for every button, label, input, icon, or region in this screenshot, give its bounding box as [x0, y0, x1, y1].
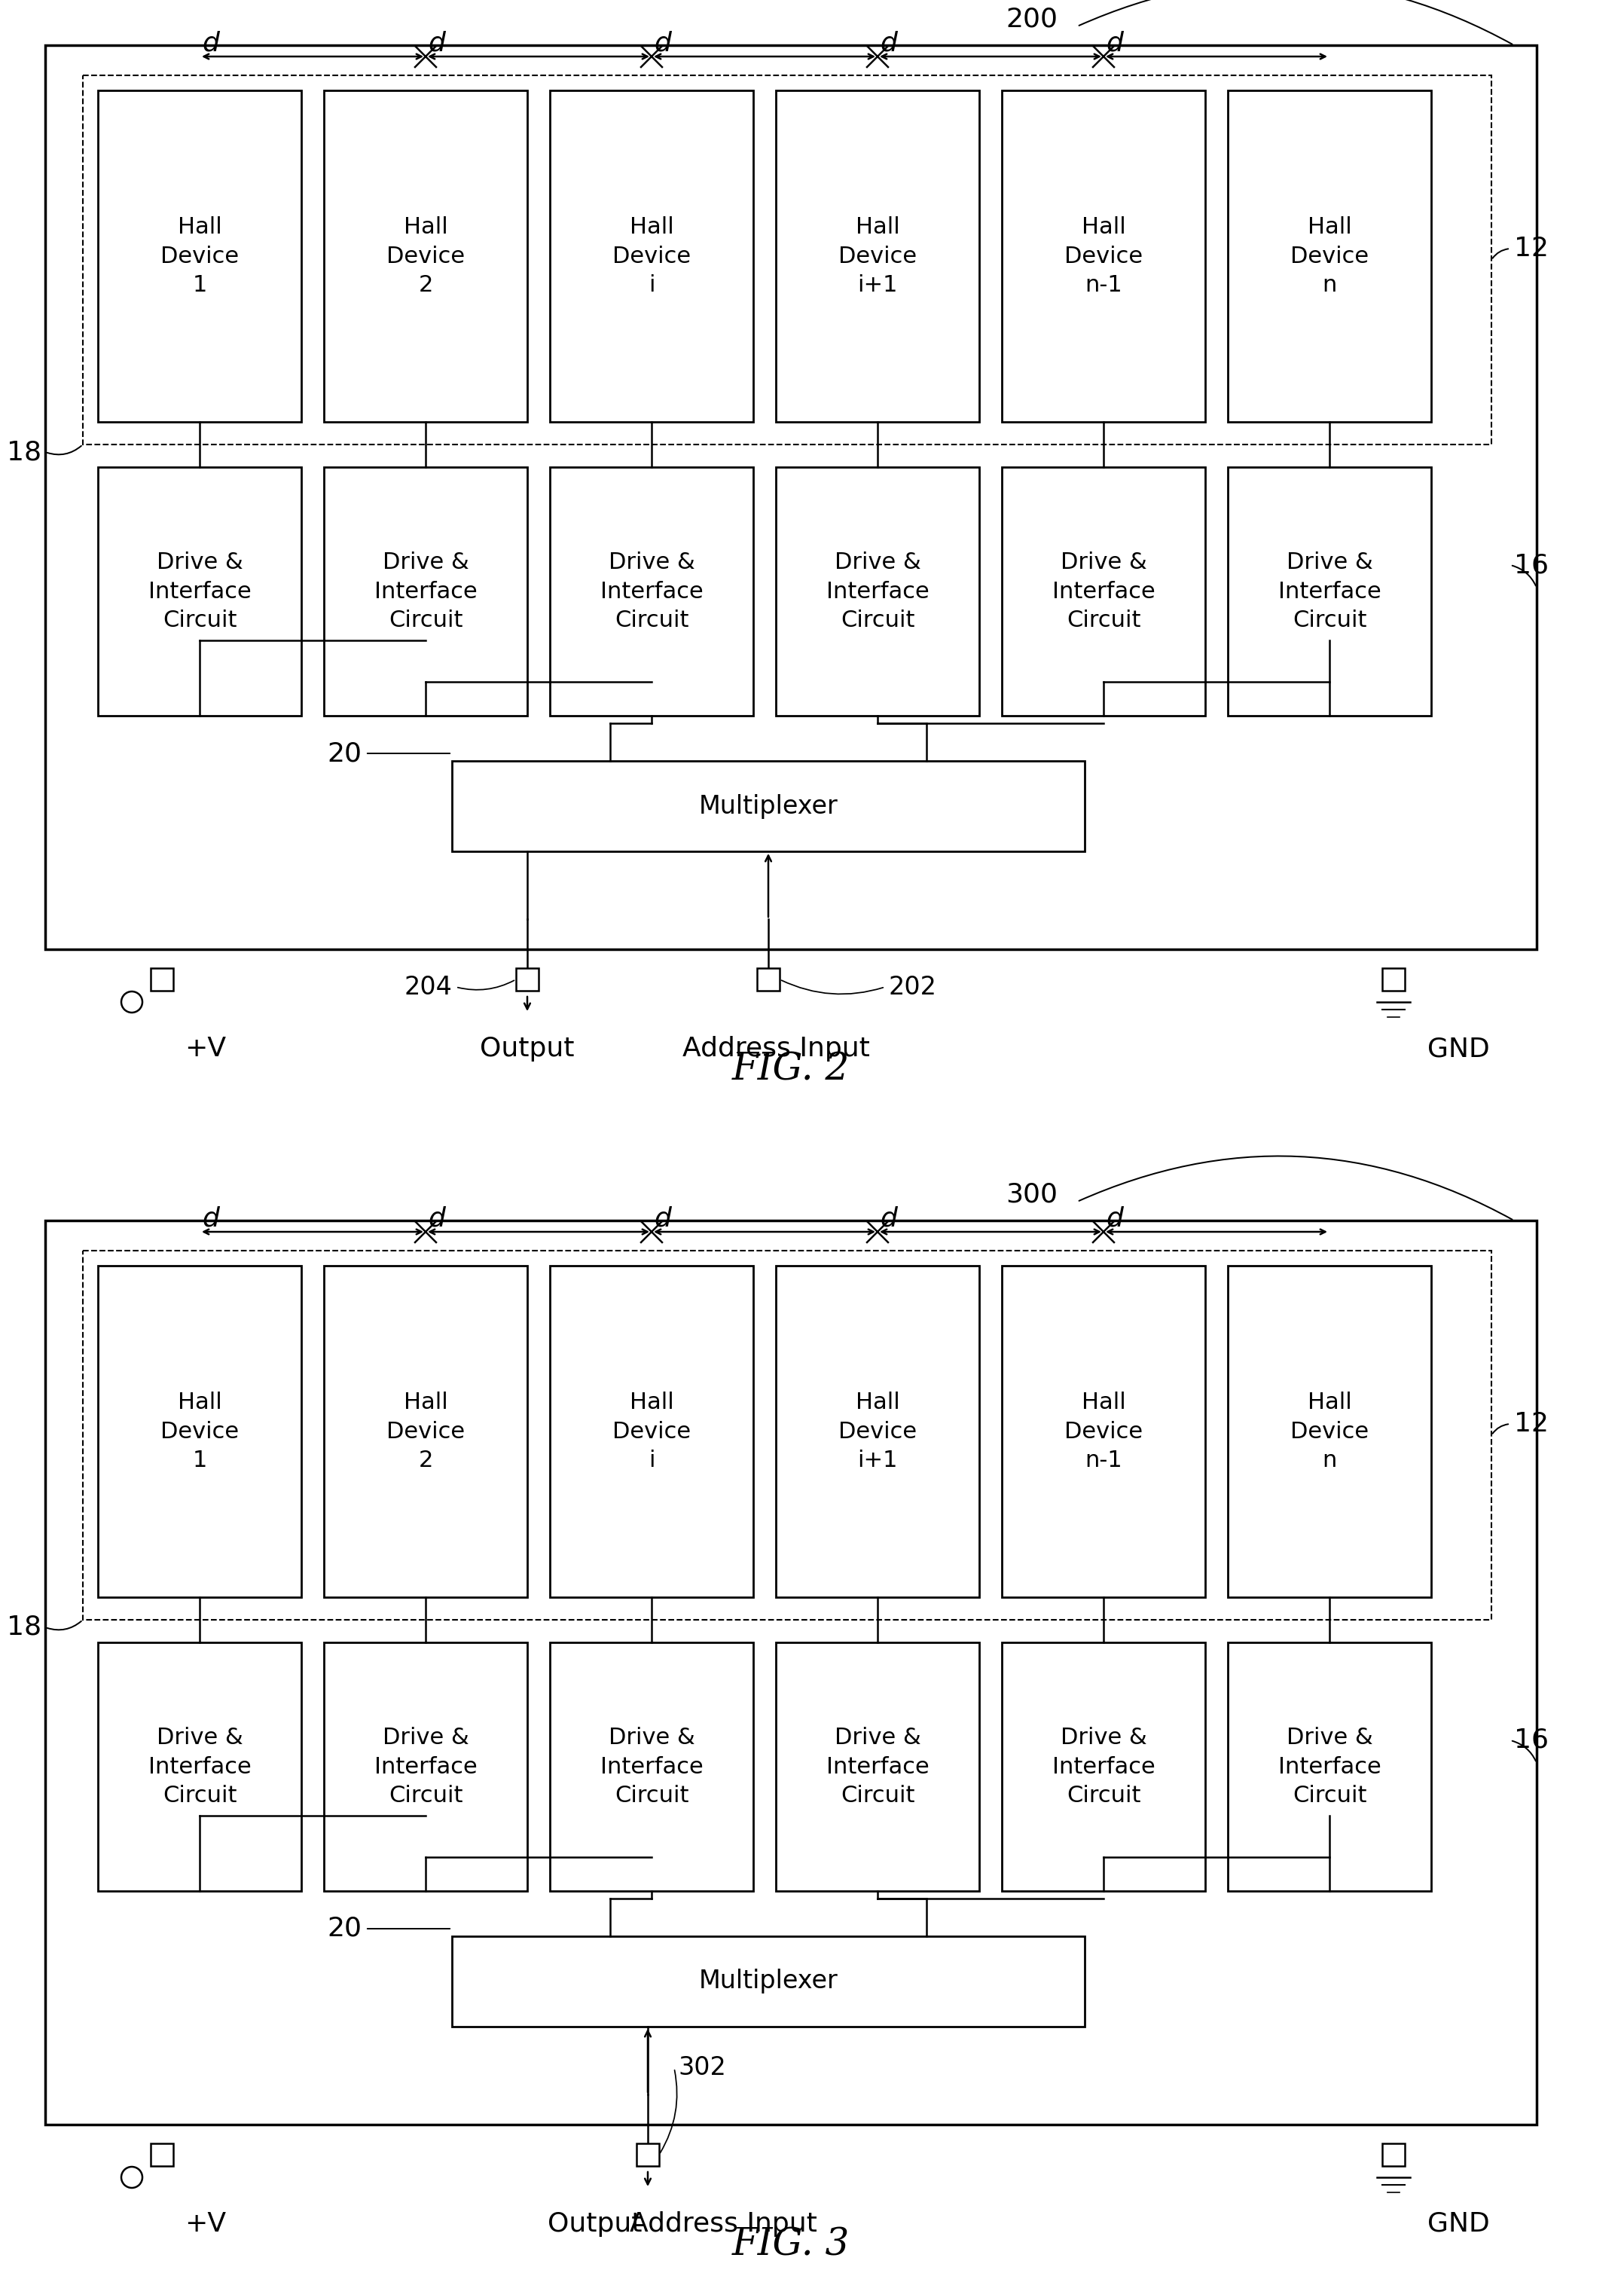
- Text: Drive &
Interface
Circuit: Drive & Interface Circuit: [374, 552, 477, 632]
- Text: 200: 200: [1005, 7, 1057, 32]
- Text: Multiplexer: Multiplexer: [698, 1968, 838, 1993]
- Text: Drive &
Interface
Circuit: Drive & Interface Circuit: [1278, 552, 1380, 632]
- Bar: [451, 1937, 1085, 2028]
- Bar: [323, 91, 528, 423]
- Bar: [97, 1266, 302, 1598]
- Text: +V: +V: [185, 2212, 226, 2237]
- Text: 302: 302: [677, 2055, 726, 2080]
- Text: d: d: [429, 1205, 445, 1232]
- Text: 12: 12: [1514, 1412, 1549, 1437]
- Text: Drive &
Interface
Circuit: Drive & Interface Circuit: [827, 1727, 929, 1807]
- Text: d: d: [654, 1205, 671, 1232]
- Text: Hall
Device
n-1: Hall Device n-1: [1064, 1391, 1143, 1471]
- Text: Hall
Device
i: Hall Device i: [612, 1391, 690, 1471]
- Bar: [1228, 468, 1431, 716]
- Text: Output: Output: [547, 2212, 643, 2237]
- Bar: [97, 91, 302, 423]
- Text: 18: 18: [6, 1614, 42, 1641]
- Text: 20: 20: [326, 1916, 362, 1941]
- Text: 300: 300: [1005, 1182, 1057, 1207]
- Text: 12: 12: [1514, 236, 1549, 261]
- Text: 204: 204: [404, 975, 451, 1000]
- Text: d: d: [1106, 1205, 1124, 1232]
- Text: 16: 16: [1514, 552, 1549, 577]
- Text: Hall
Device
2: Hall Device 2: [387, 1391, 464, 1471]
- Text: Drive &
Interface
Circuit: Drive & Interface Circuit: [1052, 552, 1155, 632]
- Bar: [323, 468, 528, 716]
- Text: Address Input: Address Input: [682, 1036, 869, 1061]
- Text: d: d: [429, 30, 445, 57]
- Text: 202: 202: [888, 975, 937, 1000]
- Text: Drive &
Interface
Circuit: Drive & Interface Circuit: [599, 552, 703, 632]
- Bar: [45, 45, 1536, 950]
- Text: d: d: [203, 30, 219, 57]
- Bar: [83, 1250, 1491, 1621]
- Text: Drive &
Interface
Circuit: Drive & Interface Circuit: [1278, 1727, 1380, 1807]
- Bar: [1002, 468, 1205, 716]
- Text: GND: GND: [1427, 2212, 1489, 2237]
- Text: Hall
Device
n: Hall Device n: [1289, 1391, 1369, 1471]
- Bar: [516, 968, 539, 991]
- Text: Hall
Device
n-1: Hall Device n-1: [1064, 216, 1143, 295]
- Text: FIG. 3: FIG. 3: [732, 2228, 849, 2264]
- Text: Drive &
Interface
Circuit: Drive & Interface Circuit: [374, 1727, 477, 1807]
- Text: Drive &
Interface
Circuit: Drive & Interface Circuit: [1052, 1727, 1155, 1807]
- Text: 16: 16: [1514, 1727, 1549, 1752]
- Bar: [83, 75, 1491, 446]
- Bar: [1002, 1266, 1205, 1598]
- Bar: [776, 1266, 979, 1598]
- Text: Hall
Device
1: Hall Device 1: [161, 1391, 239, 1471]
- Bar: [1382, 968, 1405, 991]
- Bar: [551, 1266, 754, 1598]
- Bar: [151, 2143, 174, 2166]
- Text: Address Input: Address Input: [630, 2212, 817, 2237]
- Text: d: d: [1106, 30, 1124, 57]
- Bar: [1382, 2143, 1405, 2166]
- Text: d: d: [880, 30, 898, 57]
- Bar: [1228, 91, 1431, 423]
- Bar: [1228, 1266, 1431, 1598]
- Text: Hall
Device
n: Hall Device n: [1289, 216, 1369, 295]
- Bar: [323, 1266, 528, 1598]
- Bar: [1002, 1643, 1205, 1891]
- Text: Hall
Device
1: Hall Device 1: [161, 216, 239, 295]
- Text: d: d: [654, 30, 671, 57]
- Bar: [451, 761, 1085, 852]
- Text: +V: +V: [185, 1036, 226, 1061]
- Text: FIG. 2: FIG. 2: [732, 1050, 849, 1089]
- Bar: [776, 91, 979, 423]
- Bar: [757, 968, 780, 991]
- Bar: [776, 468, 979, 716]
- Text: d: d: [880, 1205, 898, 1232]
- Text: Drive &
Interface
Circuit: Drive & Interface Circuit: [148, 552, 252, 632]
- Text: Hall
Device
2: Hall Device 2: [387, 216, 464, 295]
- Bar: [1228, 1643, 1431, 1891]
- Text: Output: Output: [481, 1036, 575, 1061]
- Text: Multiplexer: Multiplexer: [698, 793, 838, 818]
- Bar: [551, 91, 754, 423]
- Text: GND: GND: [1427, 1036, 1489, 1061]
- Text: d: d: [203, 1205, 219, 1232]
- Text: 20: 20: [326, 741, 362, 766]
- Text: Hall
Device
i: Hall Device i: [612, 216, 690, 295]
- Bar: [45, 1221, 1536, 2125]
- Text: Hall
Device
i+1: Hall Device i+1: [838, 1391, 918, 1471]
- Text: Drive &
Interface
Circuit: Drive & Interface Circuit: [148, 1727, 252, 1807]
- Bar: [776, 1643, 979, 1891]
- Bar: [1002, 91, 1205, 423]
- Text: 18: 18: [6, 439, 42, 466]
- Bar: [551, 1643, 754, 1891]
- Bar: [551, 468, 754, 716]
- Bar: [323, 1643, 528, 1891]
- Bar: [637, 2143, 659, 2166]
- Text: Hall
Device
i+1: Hall Device i+1: [838, 216, 918, 295]
- Bar: [97, 1643, 302, 1891]
- Bar: [151, 968, 174, 991]
- Bar: [97, 468, 302, 716]
- Text: Drive &
Interface
Circuit: Drive & Interface Circuit: [827, 552, 929, 632]
- Text: Drive &
Interface
Circuit: Drive & Interface Circuit: [599, 1727, 703, 1807]
